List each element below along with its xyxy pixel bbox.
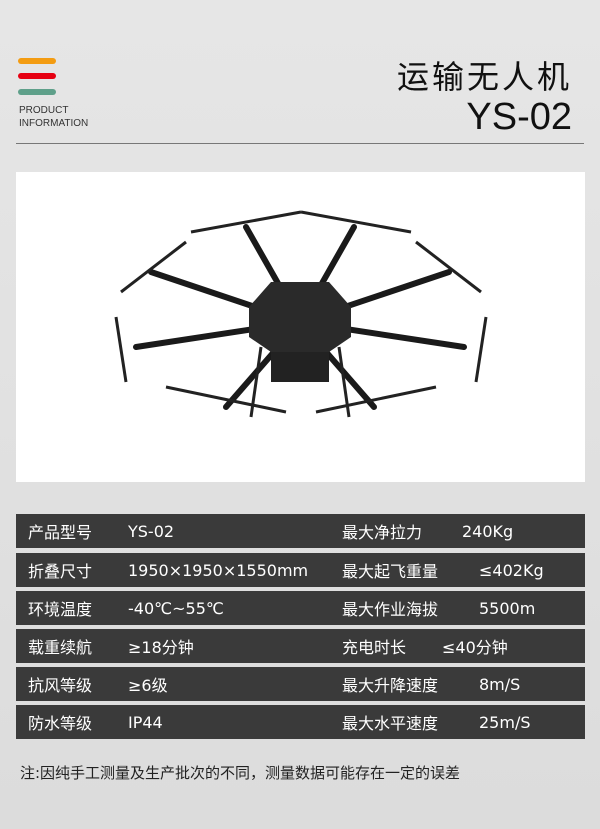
divider [16,143,584,144]
spec-value: ≤40分钟 [442,638,508,657]
spec-row: 防水等级 IP44 最大水平速度 25m/S [16,705,585,739]
spec-label: 最大起飞重量 [342,562,439,581]
spec-value: -40℃~55℃ [128,598,224,618]
drone-icon [114,210,488,418]
drone-photo [16,172,585,482]
spec-label: 载重续航 [28,638,93,657]
spec-value: YS-02 [128,521,175,541]
spec-value: ≥18分钟 [128,638,194,657]
spec-value: 1950×1950×1550mm [128,560,309,580]
page-title: 运输无人机 [396,58,572,96]
spec-label: 产品型号 [28,523,93,542]
spec-value: IP44 [128,712,163,732]
spec-row: 抗风等级 ≥6级 最大升降速度 8m/S [16,667,585,701]
information-label: INFORMATION [19,118,89,129]
spec-value: 240Kg [462,521,514,541]
spec-row: 折叠尺寸 1950×1950×1550mm 最大起飞重量 ≤402Kg [16,553,585,587]
model-title: YS-02 [466,96,572,138]
spec-value: ≤402Kg [479,560,544,580]
product-information-label: PRODUCT INFORMATION [19,104,88,130]
spec-label: 最大作业海拔 [342,600,439,619]
spec-value: 25m/S [479,712,531,732]
spec-label: 环境温度 [28,600,93,619]
spec-value: ≥6级 [128,676,168,695]
spec-label: 最大升降速度 [342,676,439,695]
spec-label: 抗风等级 [28,676,93,695]
spec-value: 8m/S [479,674,521,694]
orange-bar [18,58,56,64]
spec-label: 最大水平速度 [342,714,439,733]
spec-label: 充电时长 [342,638,407,657]
green-bar [18,89,56,95]
spec-label: 最大净拉力 [342,523,423,542]
spec-row: 产品型号 YS-02 最大净拉力 240Kg [16,514,585,548]
spec-row: 环境温度 -40℃~55℃ 最大作业海拔 5500m [16,591,585,625]
disclaimer-note: 注:因纯手工测量及生产批次的不同，测量数据可能存在一定的误差 [20,764,461,782]
red-bar [18,73,56,79]
spec-label: 防水等级 [28,714,93,733]
spec-value: 5500m [479,598,536,618]
product-label: PRODUCT [19,105,69,116]
spec-label: 折叠尺寸 [28,562,93,581]
spec-row: 载重续航 ≥18分钟 充电时长 ≤40分钟 [16,629,585,663]
